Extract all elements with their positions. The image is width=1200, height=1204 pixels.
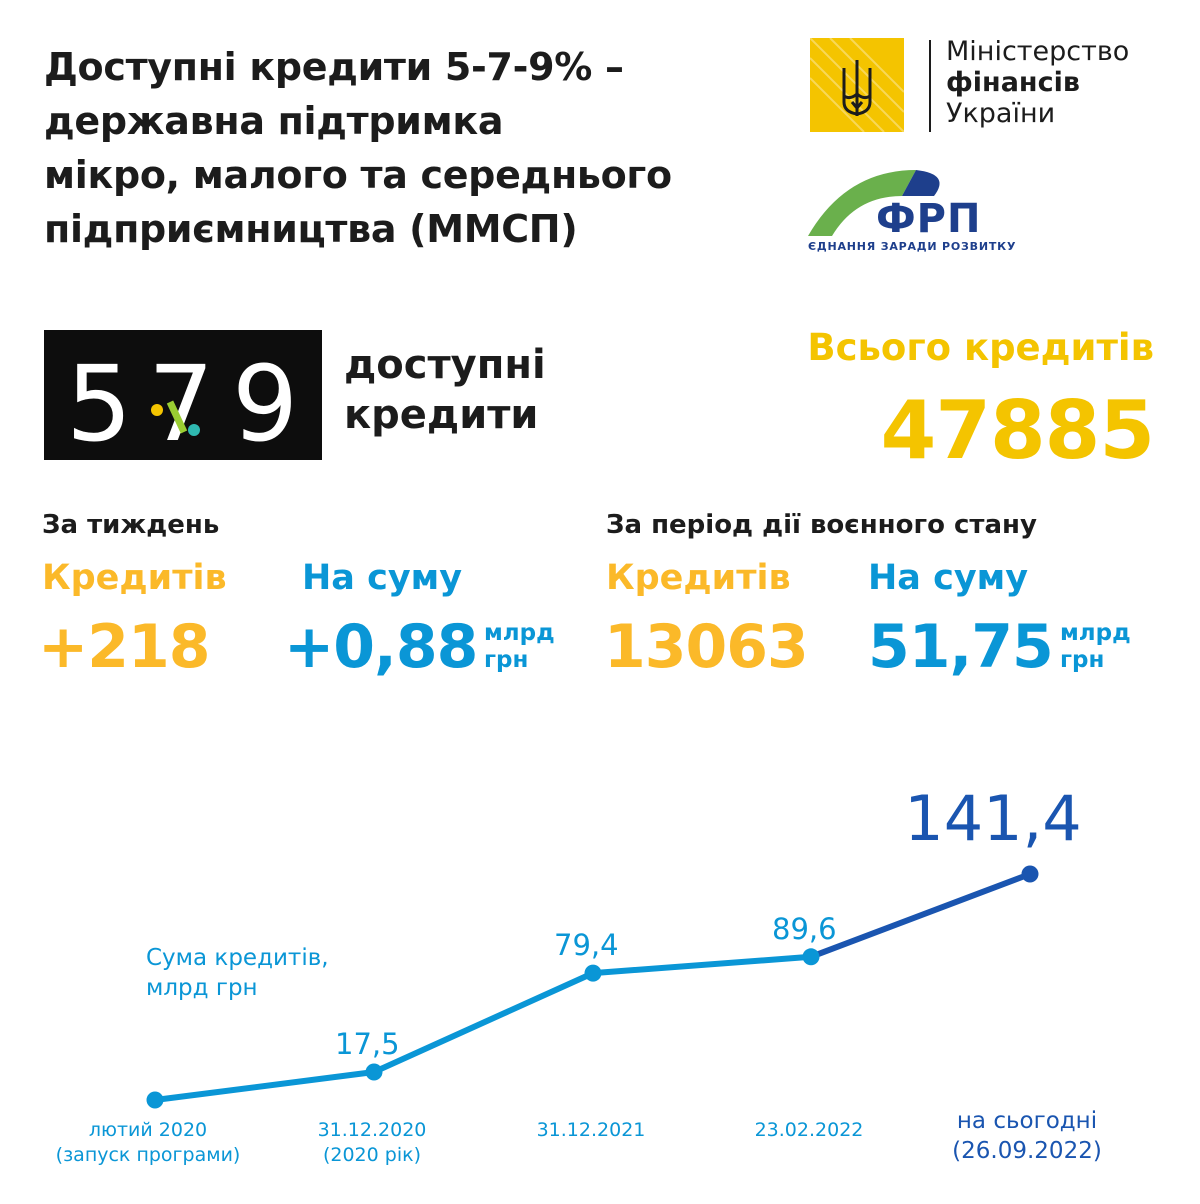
brand-dot-yellow — [151, 404, 163, 416]
brand-digit-5: 5 — [66, 343, 132, 460]
weekly-sum-label: На суму — [302, 558, 463, 598]
data-point-2 — [584, 964, 602, 982]
ministry-line-1: Міністерство — [946, 36, 1130, 67]
data-label-2: 79,4 — [554, 928, 619, 962]
martial-sum-value: 51,75 — [868, 612, 1054, 682]
martial-loans-label: Кредитів — [606, 558, 791, 598]
category-label-1: 31.12.2020 (2020 рік) — [318, 1119, 427, 1166]
weekly-sum-value: +0,88 — [284, 612, 478, 682]
series-segment-0 — [152, 1069, 377, 1103]
page-title: Доступні кредити 5-7-9% – державна підтр… — [44, 45, 672, 251]
frp-arch-icon — [806, 166, 1006, 256]
ministry-line-2: фінансів — [946, 67, 1080, 98]
martial-loans-value: 13063 — [604, 612, 809, 682]
data-label-4: 141,4 — [904, 782, 1082, 855]
brand-579-logo: 5 7 9 — [44, 330, 322, 465]
trident-emblem-icon — [809, 37, 905, 133]
brand-digit-7: 7 — [148, 343, 214, 460]
series-segment-3 — [808, 871, 1033, 960]
frp-logo-name: ФРП — [876, 196, 982, 242]
weekly-loans-label: Кредитів — [42, 558, 227, 598]
data-point-0 — [146, 1091, 164, 1109]
data-point-3 — [802, 948, 820, 966]
brand-digit-9: 9 — [232, 343, 298, 460]
weekly-loans-value: +218 — [38, 612, 211, 682]
martial-sum-unit: млрд грн — [1060, 620, 1131, 673]
data-point-4 — [1021, 865, 1039, 883]
series-segment-2 — [590, 953, 814, 977]
brand-caption: доступні кредити — [344, 342, 546, 438]
chart-svg: 17,5 79,4 89,6 141,4 лютий 2020 (запуск прогр… — [56, 782, 1102, 1166]
data-label-1: 17,5 — [335, 1027, 400, 1061]
total-loans-value: 47885 — [880, 384, 1155, 477]
total-loans-label: Всього кредитів — [807, 326, 1154, 369]
category-label-0: лютий 2020 (запуск програми) — [56, 1119, 241, 1166]
frp-logo-tagline: ЄДНАННЯ ЗАРАДИ РОЗВИТКУ — [808, 240, 1017, 253]
brand-dot-teal — [188, 424, 200, 436]
data-label-3: 89,6 — [772, 912, 837, 946]
category-label-2: 31.12.2021 — [537, 1119, 646, 1141]
y-axis-label: Сума кредитів, млрд грн — [146, 945, 329, 1001]
series-segment-1 — [371, 970, 596, 1076]
weekly-sum-unit: млрд грн — [484, 620, 555, 673]
logo-divider — [929, 40, 931, 132]
ministry-line-3: України — [946, 98, 1056, 129]
category-label-3: 23.02.2022 — [755, 1119, 864, 1141]
brand-slash — [166, 400, 188, 434]
weekly-title: За тиждень — [42, 510, 220, 540]
loans-sum-line-chart: 17,5 79,4 89,6 141,4 лютий 2020 (запуск прогр… — [0, 760, 1200, 1200]
martial-title: За період дії воєнного стану — [606, 510, 1037, 540]
data-point-1 — [365, 1063, 383, 1081]
martial-sum-label: На суму — [868, 558, 1029, 598]
ministry-logo-text: Міністерство фінансів України — [946, 36, 1129, 129]
category-label-4: на сьогодні (26.09.2022) — [952, 1108, 1102, 1164]
